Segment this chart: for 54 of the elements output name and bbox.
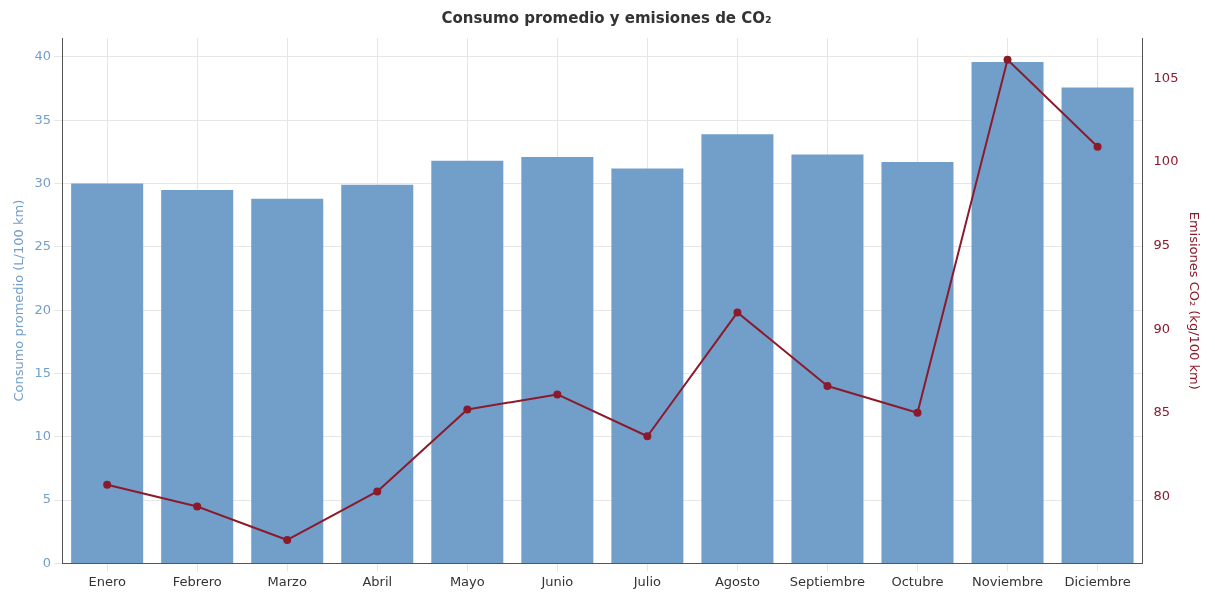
y2-tick-label: 100 [1153, 153, 1179, 169]
point [733, 308, 742, 317]
x-tick-label: Junio [540, 573, 574, 589]
y2-tick-label: 85 [1153, 404, 1171, 420]
y-tick-label: 40 [34, 48, 52, 64]
bar [791, 154, 864, 563]
x-tick-label: Julio [632, 573, 662, 589]
x-tick-label: Febrero [172, 573, 222, 589]
point [553, 390, 562, 399]
bar [701, 134, 774, 563]
bar [71, 183, 144, 563]
x-tick-label: Mayo [449, 573, 485, 589]
x-tick-label: Abril [362, 573, 393, 589]
y-tick-label: 15 [34, 364, 52, 380]
bar [1061, 87, 1134, 563]
bar [611, 168, 684, 563]
x-tick-label: Diciembre [1064, 573, 1131, 589]
point [1003, 55, 1012, 64]
y-tick-label: 20 [34, 301, 52, 317]
bar [431, 160, 504, 563]
bar [251, 198, 324, 563]
point [103, 480, 112, 489]
y-tick-label: 5 [42, 491, 52, 507]
point [913, 408, 922, 417]
point [463, 405, 472, 414]
y2-tick-label: 95 [1153, 236, 1171, 252]
point [283, 535, 292, 544]
y-tick-label: 0 [42, 554, 52, 570]
y2-axis-title: Emisiones CO₂ (kg/100 km) [1186, 211, 1202, 390]
bar [971, 62, 1044, 563]
y-tick-label: 30 [34, 174, 52, 190]
x-tick-label: Septiembre [789, 573, 866, 589]
point [643, 432, 652, 441]
bar [521, 157, 594, 563]
chart-title: Consumo promedio y emisiones de CO₂ [441, 8, 772, 27]
bar [341, 184, 414, 563]
bar [881, 162, 954, 563]
y-axis-title: Consumo promedio (L/100 km) [11, 199, 27, 402]
x-tick-label: Noviembre [972, 573, 1044, 589]
bar [161, 189, 234, 563]
point [1093, 142, 1102, 151]
x-tick-label: Enero [88, 573, 126, 589]
x-tick-label: Marzo [267, 573, 307, 589]
x-tick-label: Agosto [714, 573, 760, 589]
x-tick-label: Octubre [891, 573, 944, 589]
point [373, 487, 382, 496]
y2-tick-label: 90 [1153, 320, 1171, 336]
y2-tick-label: 105 [1153, 69, 1179, 85]
y-tick-label: 10 [34, 428, 52, 444]
y2-tick-label: 80 [1153, 487, 1171, 503]
point [823, 382, 832, 391]
point [193, 502, 202, 511]
y-tick-label: 35 [34, 111, 52, 127]
y-tick-label: 25 [34, 238, 52, 254]
